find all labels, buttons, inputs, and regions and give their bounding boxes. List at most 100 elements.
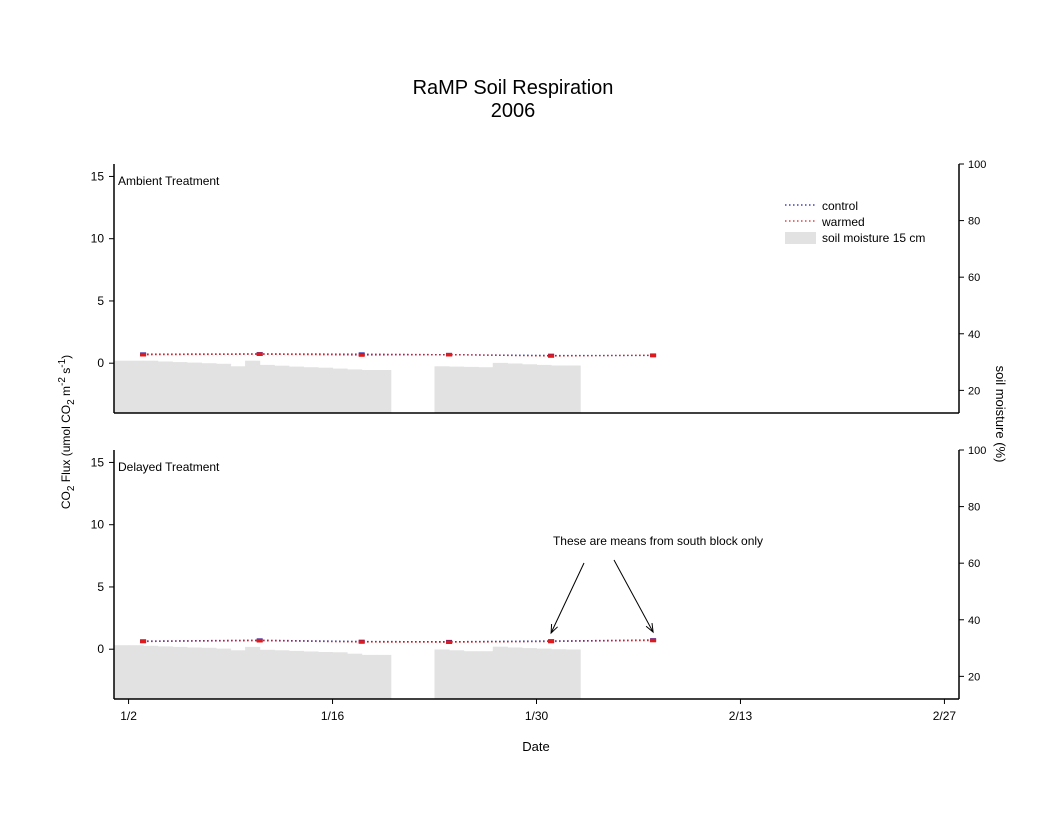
left-y-axis-label-part: Flux (umol CO xyxy=(59,405,73,486)
left-y-tick-label: 5 xyxy=(97,580,104,594)
soil-moisture-bar xyxy=(114,645,130,699)
series-point-warmed xyxy=(140,639,147,644)
legend-label: soil moisture 15 cm xyxy=(822,231,925,245)
soil-moisture-bar xyxy=(216,363,232,413)
soil-moisture-bar xyxy=(347,369,363,413)
series-point-warmed xyxy=(140,352,147,357)
series-point-warmed xyxy=(358,640,365,644)
left-y-axis-label-part: s xyxy=(59,368,73,377)
left-y-tick-label: 15 xyxy=(91,169,105,183)
series-point-warmed xyxy=(650,353,657,357)
right-y-tick-label: 80 xyxy=(968,216,980,228)
soil-moisture-bar xyxy=(463,366,479,413)
soil-moisture-bar xyxy=(536,364,552,413)
soil-moisture-bar xyxy=(318,367,334,413)
series-point-warmed xyxy=(256,352,263,356)
right-y-tick-label: 80 xyxy=(968,502,980,514)
soil-moisture-bar xyxy=(434,366,450,413)
soil-moisture-bar xyxy=(551,365,567,413)
left-y-tick-label: 0 xyxy=(97,642,104,656)
left-y-axis-label-part: ) xyxy=(59,355,73,359)
soil-moisture-bar xyxy=(157,361,173,413)
soil-moisture-bar xyxy=(434,649,450,699)
soil-moisture-bar xyxy=(478,367,494,413)
series-point-warmed xyxy=(446,640,453,644)
soil-moisture-bar xyxy=(347,653,363,699)
soil-moisture-bar xyxy=(245,360,261,413)
right-y-tick-label: 100 xyxy=(968,445,986,457)
x-tick-label: 1/2 xyxy=(120,709,137,723)
annotation-text: These are means from south block only xyxy=(553,534,763,548)
soil-moisture-bar xyxy=(143,645,159,699)
right-y-axis-label: soil moisture (%) xyxy=(993,366,1008,463)
soil-moisture-bar xyxy=(551,649,567,699)
soil-moisture-bar xyxy=(201,647,217,699)
soil-moisture-bar xyxy=(449,366,465,413)
panel-label: Delayed Treatment xyxy=(118,460,220,474)
chart-subtitle: 2006 xyxy=(490,100,536,122)
annotation-arrow xyxy=(550,562,585,634)
x-tick-label: 1/30 xyxy=(525,709,549,723)
left-y-axis-label-part: -1 xyxy=(57,358,68,367)
x-axis-label: Date xyxy=(522,739,549,754)
chart-title-line: RaMP Soil Respiration xyxy=(412,77,614,99)
x-tick-label: 1/16 xyxy=(321,709,345,723)
soil-moisture-bar xyxy=(259,649,275,699)
soil-moisture-bar xyxy=(303,367,319,413)
series-line-warmed xyxy=(143,353,654,357)
soil-moisture-bar xyxy=(216,648,232,699)
left-y-axis-label-part: -2 xyxy=(57,377,68,386)
series-line-warmed xyxy=(143,639,654,643)
soil-moisture-bar xyxy=(288,650,304,699)
right-y-tick-label: 20 xyxy=(968,671,980,683)
soil-moisture-bar xyxy=(143,360,159,413)
soil-moisture-bar xyxy=(521,364,537,413)
soil-moisture-bar xyxy=(492,646,508,699)
series-point-warmed xyxy=(548,639,555,644)
left-y-axis-label-part: 2 xyxy=(66,485,77,491)
right-y-tick-label: 40 xyxy=(968,329,980,341)
soil-moisture-bar xyxy=(186,362,202,413)
left-y-axis-label-part: CO xyxy=(59,491,73,509)
left-y-axis-label: CO2 Flux (umol CO2 m-2 s-1) xyxy=(57,355,77,509)
soil-moisture-bar xyxy=(318,652,334,699)
series-point-warmed xyxy=(650,638,657,643)
x-tick-label: 2/13 xyxy=(729,709,753,723)
soil-moisture-bar xyxy=(114,360,130,413)
x-tick-label: 2/27 xyxy=(933,709,957,723)
soil-moisture-bar xyxy=(565,365,581,413)
soil-moisture-bar xyxy=(361,654,377,699)
chart-title: RaMP Soil Respiration 2006 xyxy=(0,77,1026,123)
left-y-tick-label: 10 xyxy=(91,518,105,532)
soil-moisture-bar xyxy=(172,362,188,413)
soil-moisture-bar xyxy=(492,362,508,413)
soil-moisture-bar xyxy=(521,648,537,699)
right-y-tick-label: 60 xyxy=(968,272,980,284)
soil-moisture-bar xyxy=(230,366,246,413)
series-point-warmed xyxy=(256,638,263,643)
soil-moisture-bar xyxy=(332,368,348,413)
right-y-tick-label: 20 xyxy=(968,385,980,397)
legend-label: control xyxy=(822,199,858,213)
panel-label: Ambient Treatment xyxy=(118,174,220,188)
soil-moisture-bar xyxy=(186,647,202,699)
soil-moisture-bar xyxy=(274,650,290,699)
soil-moisture-bar xyxy=(478,651,494,699)
soil-moisture-bar xyxy=(201,363,217,413)
left-y-tick-label: 10 xyxy=(91,232,105,246)
soil-moisture-bar xyxy=(128,645,144,699)
soil-moisture-bar xyxy=(245,646,261,699)
left-y-tick-label: 15 xyxy=(91,455,105,469)
soil-moisture-bar xyxy=(274,365,290,413)
soil-moisture-bar xyxy=(449,650,465,699)
annotation-arrow xyxy=(613,559,654,633)
soil-moisture-bar xyxy=(361,370,377,413)
soil-moisture-bar xyxy=(376,654,392,699)
soil-moisture-bar xyxy=(507,363,523,413)
soil-moisture-bar xyxy=(157,646,173,699)
soil-moisture-bar xyxy=(303,651,319,699)
soil-moisture-bar xyxy=(259,364,275,413)
annotation-arrowhead xyxy=(550,623,558,635)
right-y-tick-label: 40 xyxy=(968,615,980,627)
